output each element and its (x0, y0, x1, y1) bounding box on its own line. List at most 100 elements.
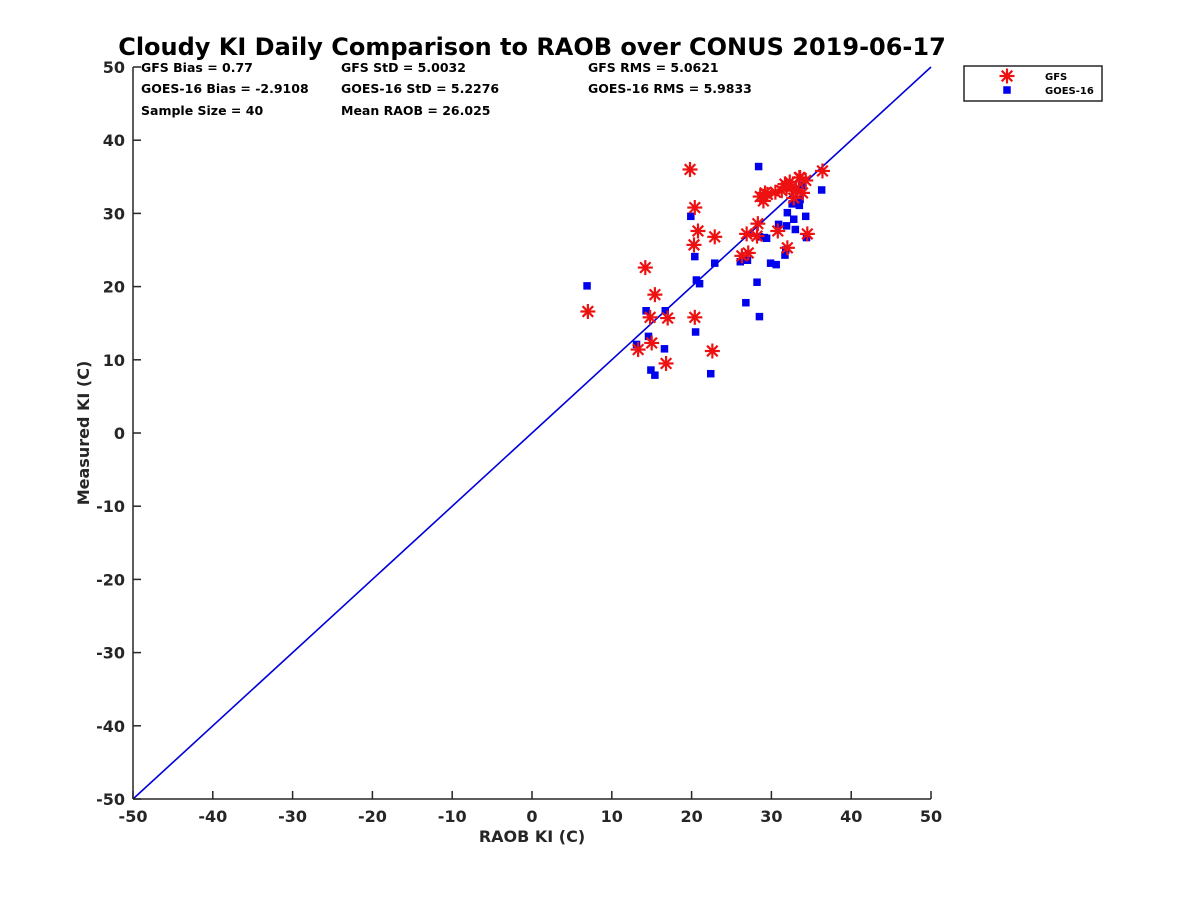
data-point (687, 200, 703, 216)
data-point (695, 279, 704, 288)
data-point (687, 212, 695, 221)
y-tick-label: -10 (96, 497, 125, 516)
data-point (762, 234, 771, 243)
legend-marker-goes-16 (1003, 86, 1011, 94)
data-point (661, 307, 670, 315)
x-tick-label: -20 (358, 807, 387, 826)
series-goes-16 (583, 162, 826, 379)
legend-marker-gfs (999, 68, 1015, 84)
statistics-panel: GFS Bias = 0.77 GFS StD = 5.0032 GFS RMS =… (141, 60, 752, 118)
data-point (789, 215, 798, 224)
data-point (660, 310, 676, 326)
y-tick-label: 0 (114, 424, 125, 443)
data-point (704, 343, 720, 359)
data-point (798, 172, 814, 188)
data-point (791, 225, 800, 234)
plot-area (132, 66, 932, 800)
x-tick-label: 30 (760, 807, 782, 826)
legend-label: GOES-16 (1045, 86, 1094, 97)
x-axis-label: RAOB KI (C) (479, 827, 585, 846)
data-point (736, 257, 745, 266)
data-point (580, 303, 596, 319)
y-tick-label: -30 (96, 644, 125, 663)
data-point (686, 237, 702, 253)
data-point (682, 161, 698, 177)
data-point (817, 186, 826, 194)
data-point (814, 163, 830, 179)
y-axis-label: Measured KI (C) (74, 361, 93, 506)
y-tick-label: -50 (96, 790, 125, 809)
x-tick-label: 10 (601, 807, 623, 826)
data-point (788, 200, 796, 208)
chart-title: Cloudy KI Daily Comparison to RAOB over … (118, 33, 946, 61)
x-tick-label: -30 (278, 807, 307, 826)
data-point (783, 208, 792, 217)
x-tick-label: 40 (840, 807, 862, 826)
x-tick-label: -10 (438, 807, 467, 826)
y-tick-label: -20 (96, 570, 125, 589)
data-point (707, 229, 723, 245)
legend-box (963, 65, 1103, 102)
data-point (795, 201, 804, 210)
x-tick-label: 50 (920, 807, 942, 826)
data-point (637, 260, 653, 276)
data-point (687, 309, 703, 325)
data-point (691, 328, 700, 336)
data-point (644, 332, 653, 341)
data-point (630, 342, 646, 358)
data-point (632, 340, 641, 349)
data-point (801, 212, 810, 221)
data-point (742, 298, 750, 307)
y-tick-label: 30 (103, 204, 125, 223)
data-point (647, 287, 663, 303)
data-point (710, 259, 719, 267)
data-point (658, 355, 674, 371)
data-point (753, 278, 761, 286)
stat-text: GFS StD = 5.0032 (341, 60, 466, 75)
data-point (770, 223, 786, 239)
one-to-one-line (132, 66, 932, 800)
data-point (796, 195, 804, 204)
data-point (651, 371, 659, 379)
data-point (691, 252, 699, 261)
data-point (642, 309, 658, 325)
data-point (660, 345, 669, 353)
data-point (754, 162, 763, 171)
axes: -50 -40 -30 -20 -10 0 10 20 30 40 50 -50 -40 -30 -20 -1… (96, 58, 942, 826)
y-tick-label: 50 (103, 58, 125, 77)
data-point (755, 312, 764, 321)
data-point (583, 282, 591, 290)
data-point (772, 260, 780, 269)
data-point (690, 223, 706, 239)
stat-text: GOES-16 StD = 5.2276 (341, 81, 499, 96)
x-tick-label: 20 (680, 807, 702, 826)
x-tick-label: -50 (119, 807, 148, 826)
data-point (740, 245, 756, 261)
data-point (781, 251, 789, 259)
y-tick-label: 40 (103, 131, 125, 150)
data-point (644, 335, 660, 351)
stat-text: Mean RAOB = 26.025 (341, 103, 490, 118)
legend: GFS GOES-16 (963, 65, 1103, 102)
y-tick-label: 10 (103, 351, 125, 370)
data-point (750, 216, 766, 232)
y-tick-label: 20 (103, 278, 125, 297)
y-tick-label: -40 (96, 717, 125, 736)
stat-text: GOES-16 Bias = -2.9108 (141, 81, 309, 96)
stat-text: Sample Size = 40 (141, 103, 263, 118)
data-point (766, 259, 775, 267)
x-tick-label: 0 (526, 807, 537, 826)
data-point (782, 222, 791, 230)
data-point (795, 185, 811, 201)
legend-label: GFS (1045, 72, 1067, 83)
stat-text: GFS RMS = 5.0621 (588, 60, 719, 75)
data-point (799, 226, 815, 242)
data-point (642, 307, 650, 315)
data-point (647, 366, 655, 374)
stat-text: GFS Bias = 0.77 (141, 60, 253, 75)
data-point (739, 226, 755, 242)
data-point (779, 240, 795, 256)
x-tick-label: -40 (198, 807, 227, 826)
stat-text: GOES-16 RMS = 5.9833 (588, 81, 752, 96)
